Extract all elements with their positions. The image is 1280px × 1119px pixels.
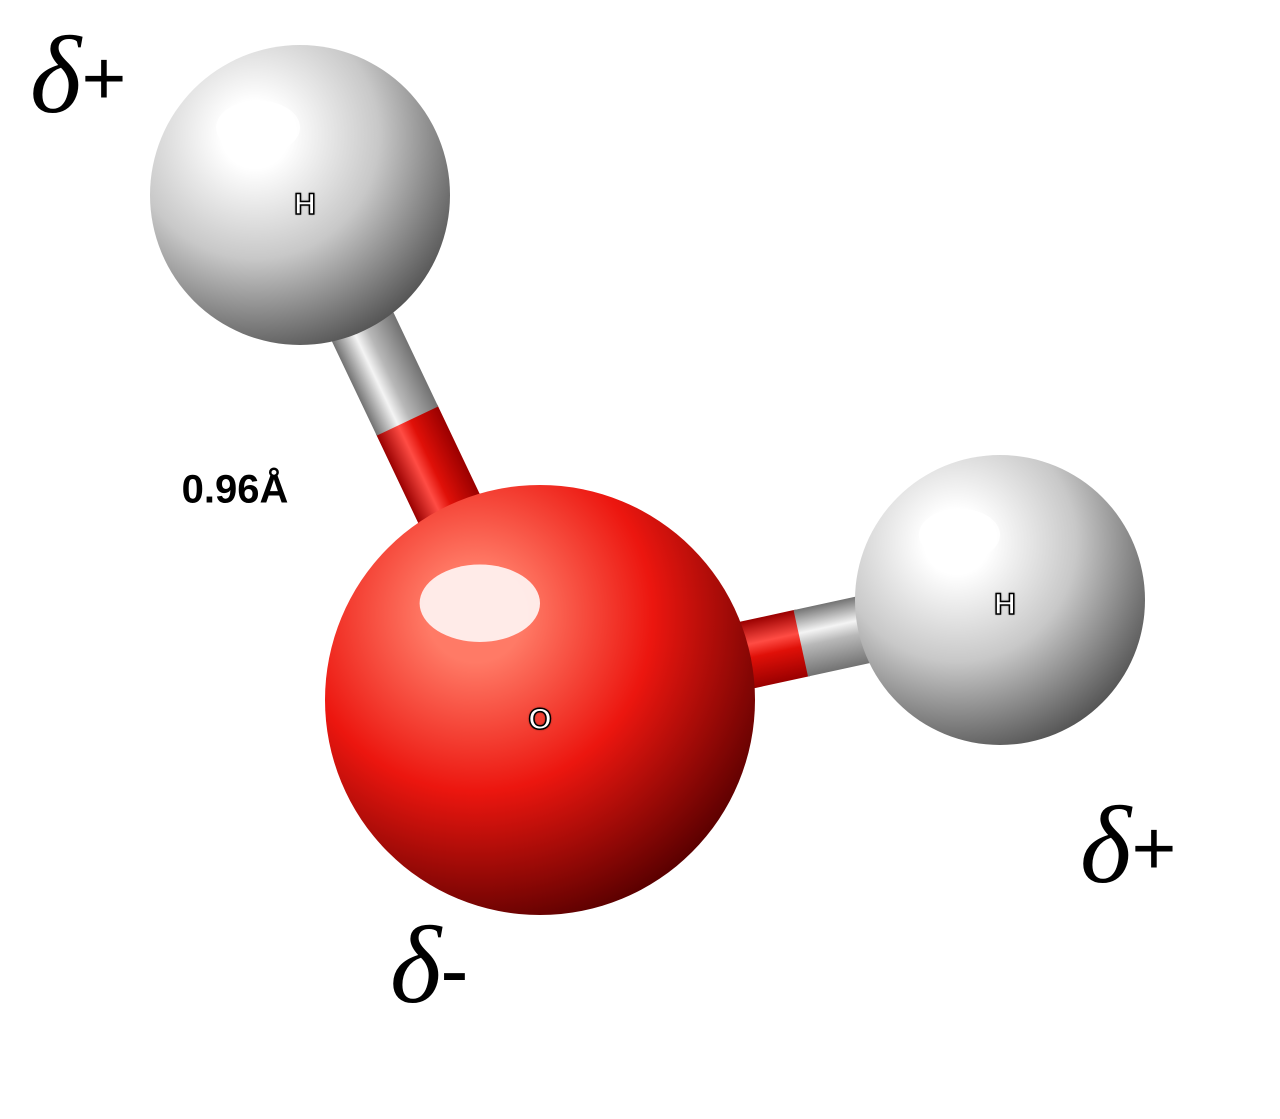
atom-h2: [855, 455, 1145, 745]
delta-symbol: δ: [390, 904, 441, 1026]
charge-label-h2: δ+: [1080, 790, 1177, 900]
atom-h1: [150, 45, 450, 345]
charge-sign: +: [81, 36, 127, 124]
charge-label-o: δ-: [390, 910, 468, 1020]
charge-sign: -: [441, 926, 468, 1014]
bond-length-label: 0.96Å: [182, 468, 289, 513]
charge-label-h1: δ+: [30, 20, 127, 130]
molecule-svg: [0, 0, 1280, 1119]
atom-o: [325, 485, 755, 915]
delta-symbol: δ: [1080, 784, 1131, 906]
charge-sign: +: [1131, 806, 1177, 894]
delta-symbol: δ: [30, 14, 81, 136]
molecule-diagram: O H H 0.96Å δ+ δ+ δ-: [0, 0, 1280, 1119]
